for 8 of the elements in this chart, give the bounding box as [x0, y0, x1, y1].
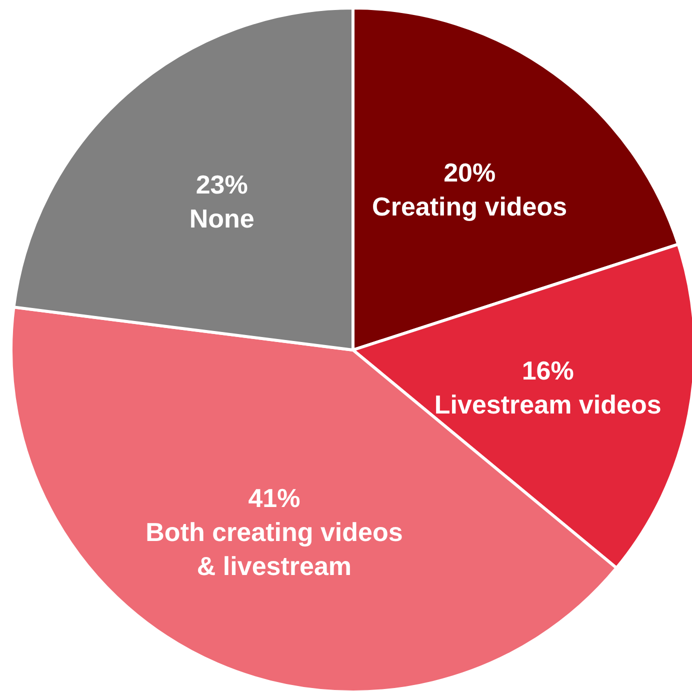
slice-label: None — [189, 203, 254, 234]
data-label: 16% — [522, 355, 574, 386]
data-label: 20% — [444, 158, 496, 188]
slice-label: Livestream videos — [434, 389, 662, 420]
slice-label: Creating videos — [372, 192, 568, 222]
data-label: 23% — [196, 169, 248, 200]
slice-label: Both creating videos & livestream — [146, 517, 403, 582]
data-label: 41% — [248, 483, 300, 514]
